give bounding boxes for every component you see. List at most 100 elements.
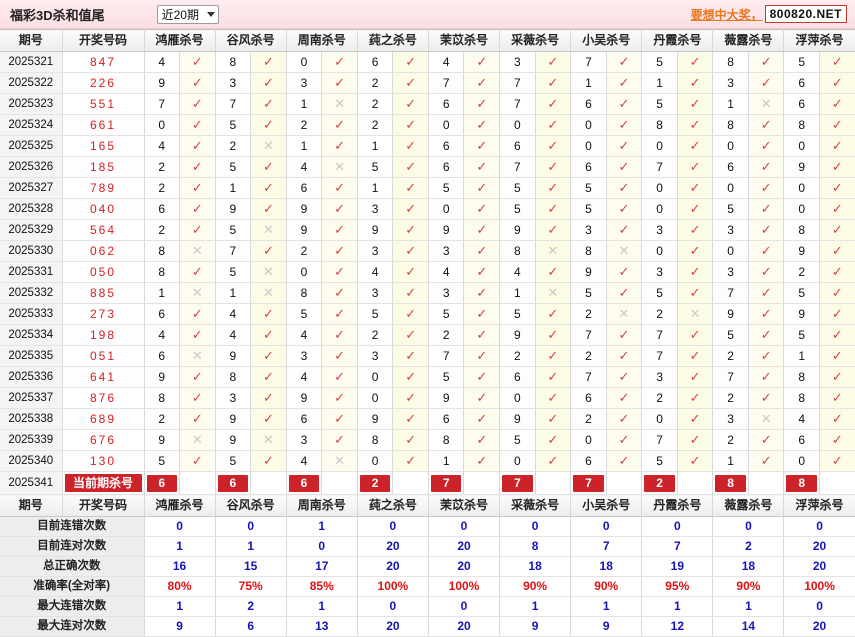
cell-result-mark: ✓ [535, 51, 572, 73]
cross-icon: ✕ [191, 243, 203, 258]
check-icon: ✓ [689, 348, 701, 363]
cell-footer-stat: 6 [215, 616, 287, 637]
cell-kill-number: 5 [286, 303, 323, 325]
cell-current-kill: 7 [570, 471, 607, 495]
cell-result-mark: ✓ [250, 72, 287, 94]
check-icon: ✓ [760, 54, 772, 69]
cell-result-mark: ✓ [463, 219, 501, 241]
cell-result-mark: ✓ [250, 324, 287, 346]
footer-stat-value: 18 [528, 559, 542, 573]
footer-stat-value: 0 [460, 599, 468, 613]
cell-draw-number: 165 [62, 135, 145, 157]
check-icon: ✓ [760, 369, 772, 384]
check-icon: ✓ [760, 180, 772, 195]
cell-footer-stat: 16 [144, 556, 216, 577]
cell-draw-number: 676 [62, 429, 145, 451]
page-title: 福彩3D杀和值尾 [10, 7, 105, 23]
cell-draw-number: 564 [62, 219, 145, 241]
check-icon: ✓ [262, 390, 274, 405]
cell-footer-stat: 0 [144, 516, 216, 537]
cell-footer-stat: 0 [286, 536, 358, 557]
cell-result-mark: ✓ [463, 198, 501, 220]
period-range-select[interactable]: 近20期 [156, 4, 219, 24]
check-icon: ✓ [262, 75, 274, 90]
col-header-expert-1: 谷风杀号 [215, 29, 287, 52]
cell-kill-number: 0 [144, 114, 181, 136]
cell-result-mark: ✓ [606, 429, 643, 451]
cell-period: 2025326 [0, 156, 63, 178]
cell-result-mark: ✓ [606, 387, 643, 409]
cell-period: 2025334 [0, 324, 63, 346]
cell-footer-stat: 1 [286, 596, 358, 617]
cell-kill-number: 4 [215, 303, 252, 325]
check-icon: ✓ [476, 222, 488, 237]
cell-kill-number: 3 [215, 387, 252, 409]
cell-result-mark: ✓ [179, 156, 216, 178]
cross-icon: ✕ [262, 432, 274, 447]
kill-number-table: 期号 开奖号码 鸿雁杀号 谷风杀号 周南杀号 莼之杀号 茉苡杀号 采薇杀号 小吴杀号 丹霞杀号 薇露… [0, 29, 855, 637]
cell-current-kill: 6 [286, 471, 323, 495]
footer-stat-row: 最大连错次数12100111105 [0, 596, 855, 617]
check-icon: ✓ [689, 159, 701, 174]
cell-result-mark: ✓ [748, 156, 785, 178]
cell-kill-number: 5 [215, 156, 252, 178]
cell-result-mark: ✓ [179, 177, 216, 199]
cell-result-mark: ✓ [819, 219, 855, 241]
cell-result-mark: ✓ [748, 177, 785, 199]
cell-kill-number: 5 [215, 219, 252, 241]
cell-result-mark: ✓ [819, 345, 855, 367]
cell-result-mark: ✓ [677, 177, 714, 199]
check-icon: ✓ [831, 75, 843, 90]
cell-kill-number: 3 [215, 72, 252, 94]
promo-banner[interactable]: 要想中大奖， 800820.NET [691, 0, 847, 28]
cell-kill-number: 7 [428, 345, 465, 367]
cell-result-mark: ✓ [463, 429, 501, 451]
footer-stat-label: 最大连错次数 [0, 596, 145, 617]
cell-kill-number: 4 [286, 156, 323, 178]
cell-kill-number: 2 [641, 387, 678, 409]
cell-kill-number: 0 [357, 450, 394, 472]
cell-kill-number: 5 [641, 51, 678, 73]
cell-result-mark: ✓ [392, 177, 429, 199]
check-icon: ✓ [476, 264, 488, 279]
cell-draw-number: 040 [62, 198, 145, 220]
cell-kill-number: 0 [499, 450, 536, 472]
check-icon: ✓ [547, 453, 559, 468]
check-icon: ✓ [476, 201, 488, 216]
check-icon: ✓ [618, 180, 630, 195]
cell-kill-number: 0 [783, 177, 821, 199]
check-icon: ✓ [476, 327, 488, 342]
cell-period: 2025321 [0, 51, 63, 73]
cell-current-blank [179, 471, 216, 495]
check-icon: ✓ [405, 348, 417, 363]
current-kill-badge: 8 [786, 474, 818, 492]
cell-draw-number: 847 [62, 51, 145, 73]
footer-stat-value: 90% [736, 579, 761, 593]
cell-kill-number: 2 [428, 324, 465, 346]
cross-icon: ✕ [262, 138, 274, 153]
check-icon: ✓ [831, 117, 843, 132]
cell-kill-number: 6 [286, 408, 323, 430]
cell-footer-stat: 1 [570, 596, 643, 617]
cell-kill-number: 0 [783, 135, 821, 157]
cell-footer-stat: 20 [357, 556, 429, 577]
cell-period: 2025336 [0, 366, 63, 388]
check-icon: ✓ [334, 222, 345, 237]
cell-footer-stat: 7 [641, 536, 714, 557]
cell-kill-number: 9 [783, 240, 821, 262]
cell-result-mark: ✓ [748, 324, 785, 346]
cell-result-mark: ✓ [250, 303, 287, 325]
footer-stat-value: 12 [670, 619, 684, 633]
cell-kill-number: 3 [286, 429, 323, 451]
check-icon: ✓ [547, 117, 559, 132]
cell-kill-number: 8 [783, 387, 821, 409]
cell-kill-number: 0 [499, 387, 536, 409]
cell-result-mark: ✓ [819, 198, 855, 220]
footer-stat-value: 7 [602, 539, 610, 553]
cell-footer-stat: 90% [499, 576, 572, 597]
cell-result-mark: ✓ [819, 303, 855, 325]
cell-kill-number: 1 [570, 72, 607, 94]
cell-result-mark: ✓ [748, 198, 785, 220]
